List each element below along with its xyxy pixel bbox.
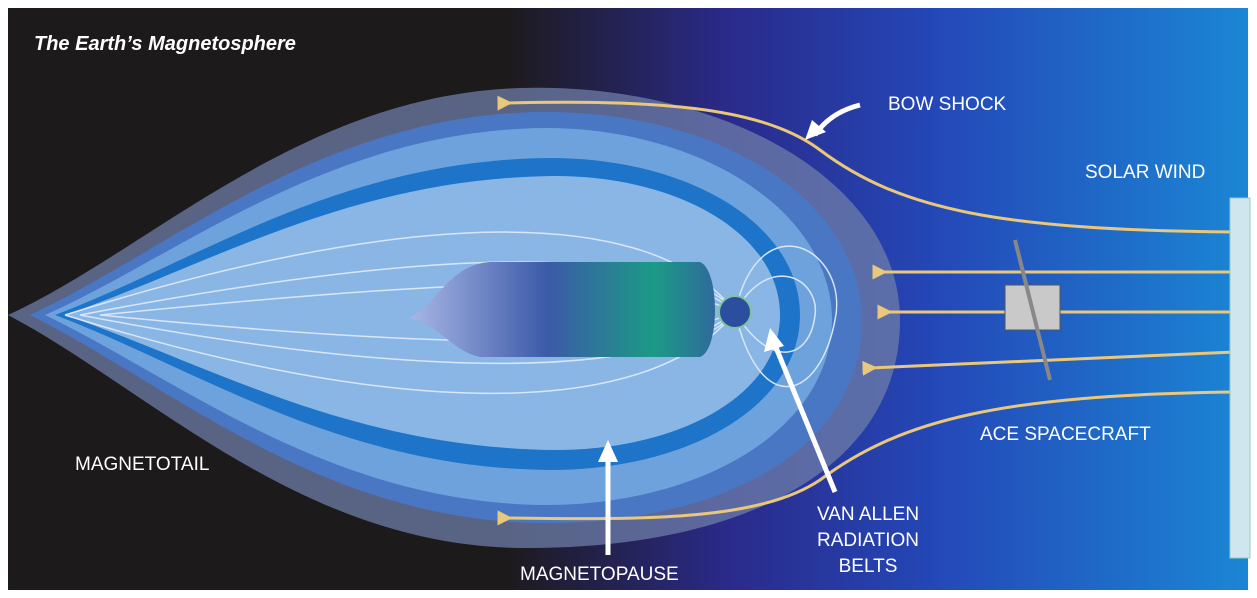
van-allen-arrowhead — [764, 328, 784, 352]
label: BOW SHOCK — [888, 94, 1007, 115]
label: MAGNETOPAUSE — [520, 564, 679, 585]
ace-spacecraft — [1004, 239, 1061, 381]
label: VAN ALLEN — [817, 504, 919, 525]
van-allen-arrow — [772, 344, 838, 493]
label: MAGNETOTAIL — [75, 454, 209, 475]
label: BELTS — [839, 556, 898, 577]
title: The Earth’s Magnetosphere — [34, 33, 296, 55]
sun-panel — [1229, 197, 1251, 559]
earth — [718, 295, 752, 329]
magnetopause-arrowhead — [598, 440, 618, 462]
label: ACE SPACECRAFT — [980, 424, 1151, 445]
plasma-sheet — [410, 262, 715, 357]
label: RADIATION — [817, 530, 919, 551]
label: SOLAR WIND — [1085, 162, 1205, 183]
bow-shock-arrowhead — [805, 120, 826, 140]
